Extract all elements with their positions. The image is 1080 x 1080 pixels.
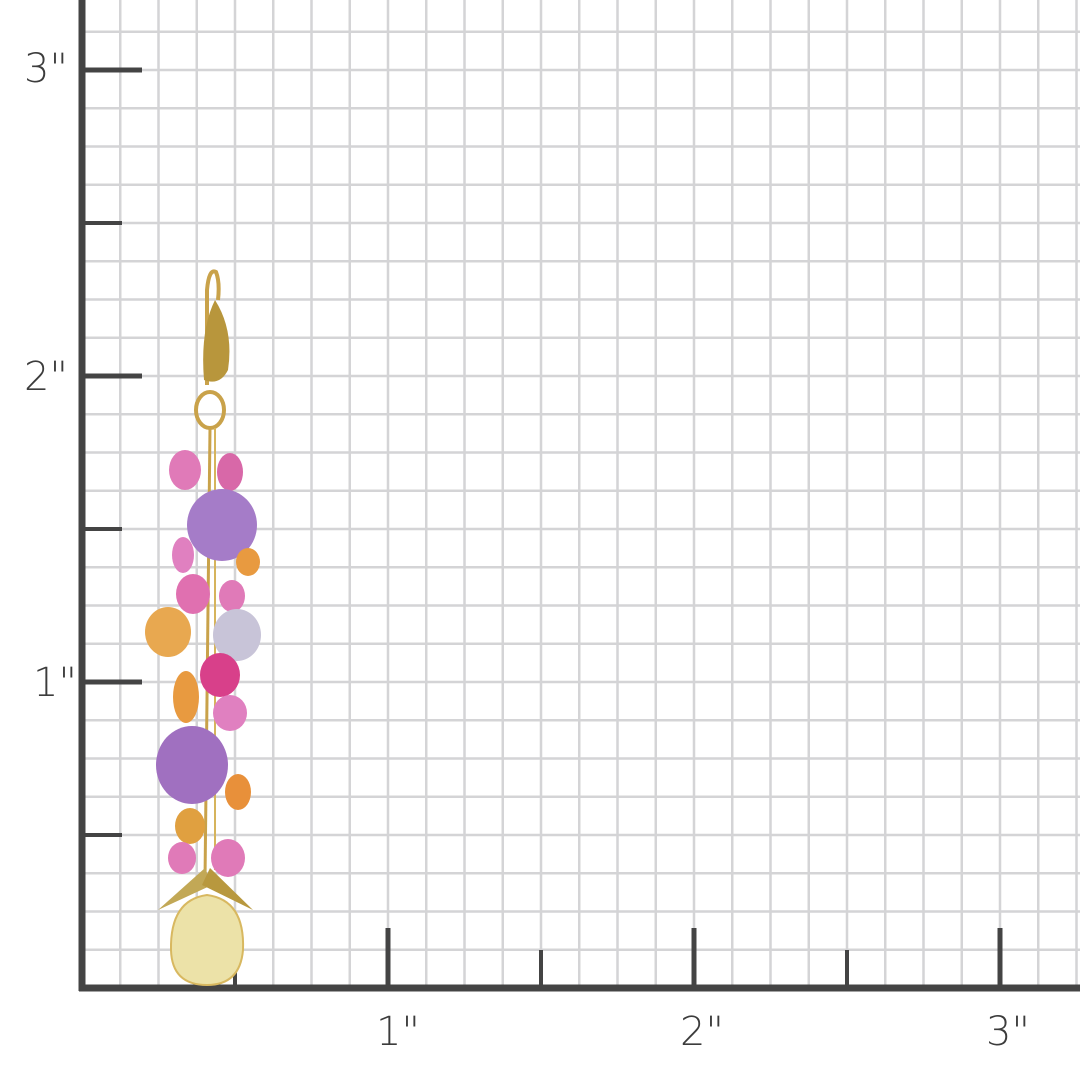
y-label-3: 3" <box>24 46 68 92</box>
gemstones <box>145 450 261 877</box>
x-label-2: 2" <box>680 1009 724 1055</box>
y-label-2: 2" <box>24 354 68 400</box>
citrine-drop <box>158 868 253 987</box>
y-label-1: 1" <box>33 660 77 706</box>
x-label-3: 3" <box>986 1009 1030 1055</box>
x-label-1: 1" <box>376 1009 420 1055</box>
